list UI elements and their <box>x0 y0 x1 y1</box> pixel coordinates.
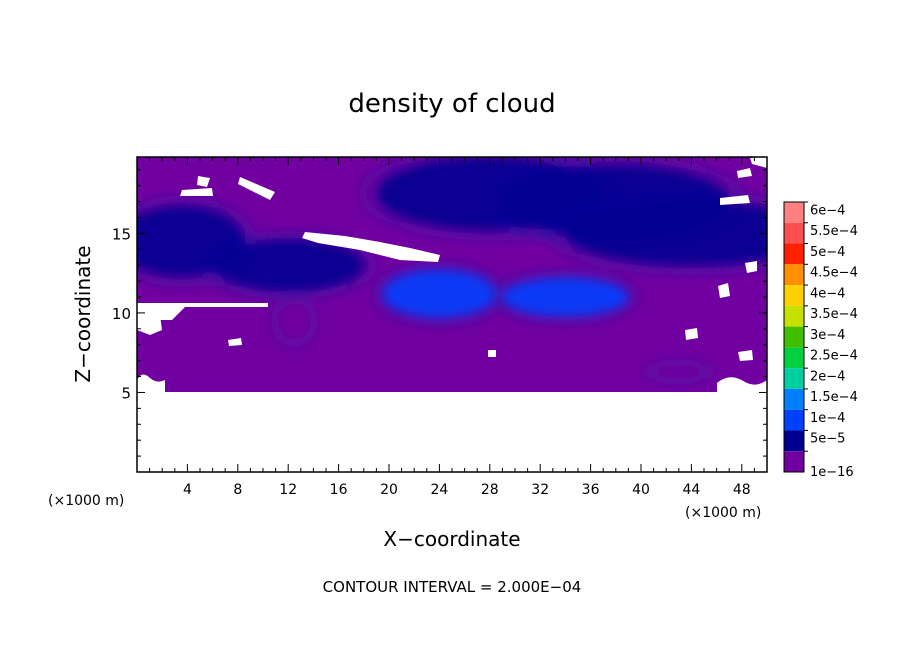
colorbar-label: 1e−16 <box>810 465 854 480</box>
colorbar-label: 5.5e−4 <box>810 224 858 239</box>
x-tick-label: 40 <box>632 482 650 498</box>
x-unit-label: (×1000 m) <box>685 505 761 521</box>
colorbar-label: 5e−5 <box>810 432 845 447</box>
colorbar-label: 6e−4 <box>810 203 845 218</box>
x-tick-label: 4 <box>183 482 192 498</box>
colorbar-swatch <box>784 243 804 265</box>
cloud-cell <box>212 239 364 291</box>
colorbar-label: 2e−4 <box>810 369 845 384</box>
colorbar-swatch <box>784 285 804 306</box>
colorbar-label: 5e−4 <box>810 245 845 260</box>
colorbar-label: 4.5e−4 <box>810 266 858 281</box>
x-tick-label: 44 <box>682 482 700 498</box>
cloud-cell-edge <box>272 295 317 346</box>
x-tick-label: 32 <box>531 482 549 498</box>
cloud-cell-edge <box>201 232 375 298</box>
colorbar-swatch <box>784 368 804 389</box>
plot-area <box>137 157 767 472</box>
cloud-cell-edge <box>548 193 767 274</box>
colorbar-swatch <box>784 264 804 286</box>
colorbar-swatch <box>784 430 804 452</box>
colorbar-label: 3e−4 <box>810 328 845 343</box>
no-data-gaps <box>137 157 767 472</box>
y-axis: 5 10 15 <box>112 169 767 457</box>
colorbar-frame <box>783 201 805 473</box>
cloud-cell-edge <box>137 197 254 286</box>
x-tick-label: 36 <box>582 482 600 498</box>
cloud-cell-edge <box>492 272 638 322</box>
x-tick-label: 12 <box>279 482 297 498</box>
colorbar-swatch <box>784 451 804 472</box>
y-tick-label: 10 <box>112 305 131 323</box>
contour-interval-note: CONTOUR INTERVAL = 2.000E−04 <box>323 578 582 596</box>
colorbar-swatch <box>784 305 804 327</box>
x-tick-label: 20 <box>380 482 398 498</box>
colorbar-swatch <box>784 222 804 244</box>
x-tick-label: 48 <box>733 482 751 498</box>
colorbar-label: 3.5e−4 <box>810 307 858 322</box>
y-tick-label: 5 <box>121 384 131 402</box>
x-axis: 4 8 12 16 20 24 28 32 36 40 44 48 <box>149 157 755 498</box>
colorbar-swatch <box>784 347 804 369</box>
cloud-cell <box>502 277 629 317</box>
cloud-cell <box>276 301 313 340</box>
y-axis-label: Z−coordinate <box>71 245 95 382</box>
colorbar-swatch <box>784 202 804 223</box>
cloud-cell-edge <box>645 360 712 384</box>
chart-title: density of cloud <box>348 89 555 119</box>
x-tick-label: 16 <box>330 482 348 498</box>
colorbar-swatch <box>784 409 804 431</box>
colorbar-label: 1.5e−4 <box>810 390 858 405</box>
cloud-cell <box>565 201 767 266</box>
x-tick-label: 28 <box>481 482 499 498</box>
colorbar-swatch <box>784 326 804 348</box>
colorbar-label: 1e−4 <box>810 411 845 426</box>
colorbar-swatch <box>784 388 804 410</box>
colorbar-label: 2.5e−4 <box>810 349 858 364</box>
y-unit-label: (×1000 m) <box>48 493 124 509</box>
x-axis-label: X−coordinate <box>383 527 520 551</box>
colorbar-label: 4e−4 <box>810 286 845 301</box>
cloud-cell <box>382 269 497 318</box>
colorbar: 6e−4 5.5e−4 5e−4 4.5e−4 4e−4 3.5e−4 3e−4 2.5e−4… <box>783 201 858 480</box>
cloud-cell-edge <box>373 263 505 325</box>
cloud-cell <box>651 363 707 380</box>
y-tick-label: 15 <box>112 225 131 243</box>
x-tick-label: 8 <box>233 482 242 498</box>
x-tick-label: 24 <box>430 482 448 498</box>
